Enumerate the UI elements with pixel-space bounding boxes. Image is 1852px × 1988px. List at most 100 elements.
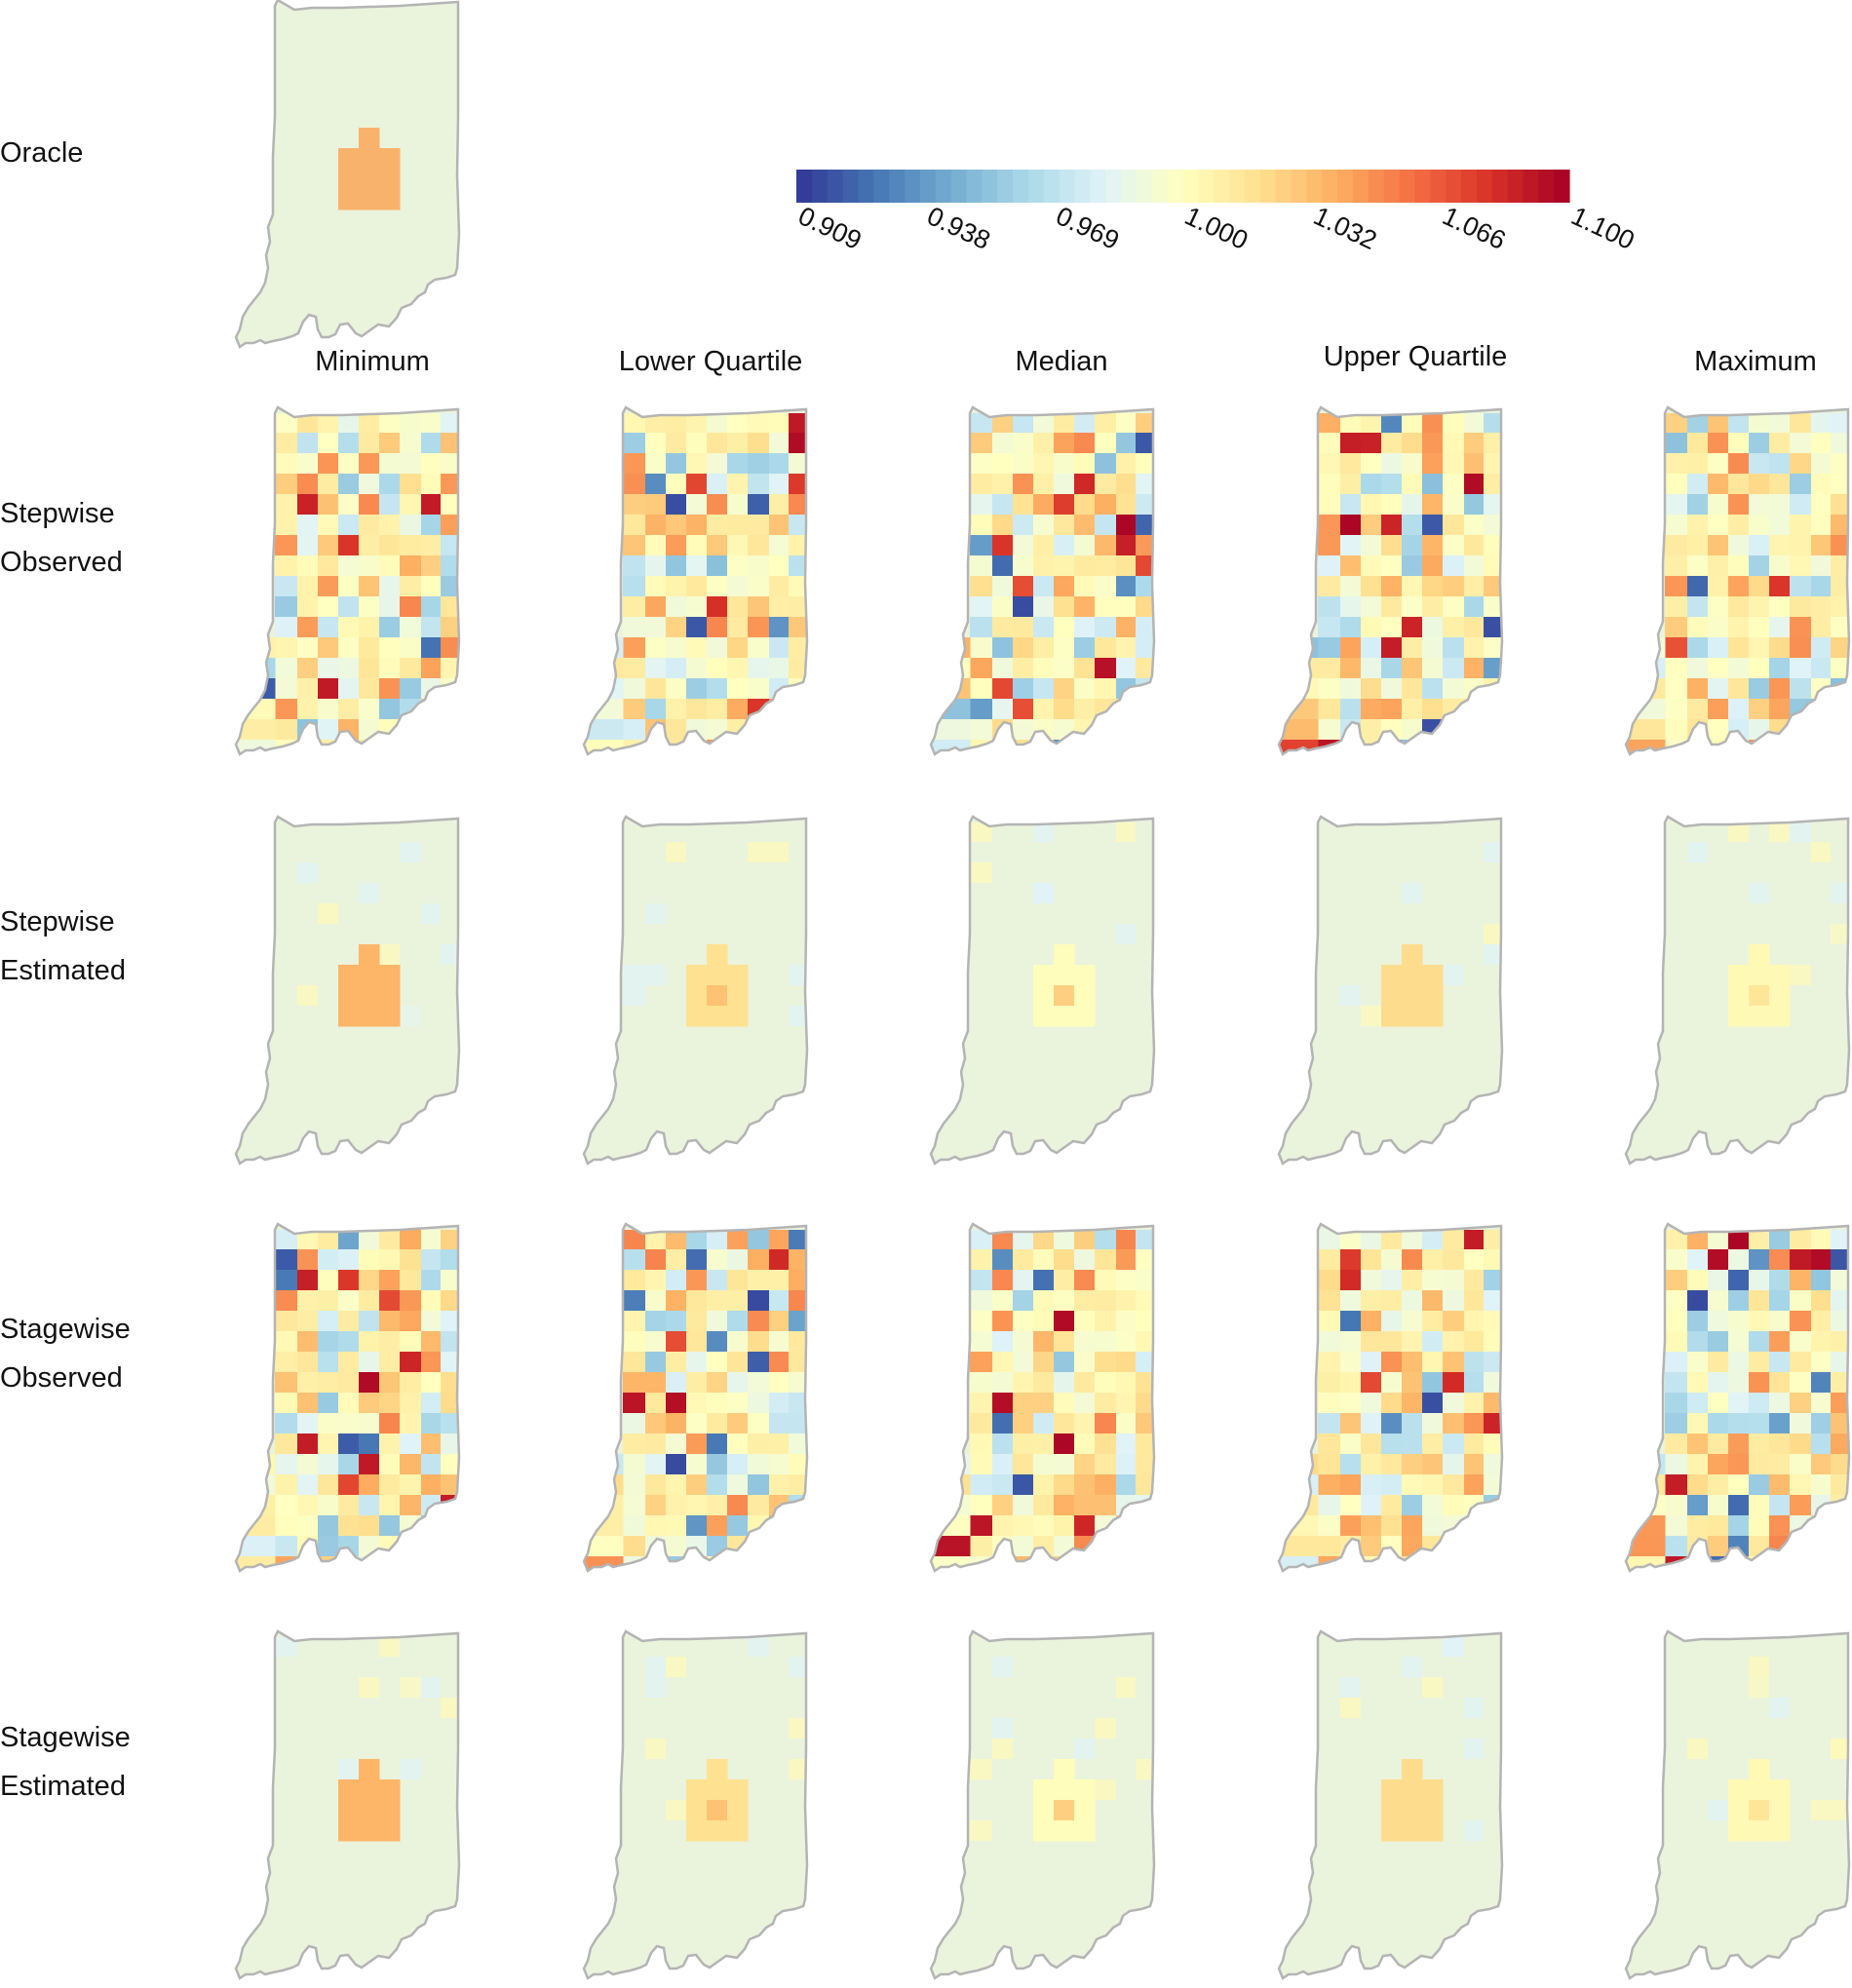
- county-cell: [992, 453, 1014, 475]
- county-cell: [318, 1495, 339, 1516]
- legend-swatch: [1059, 170, 1076, 203]
- county-cell: [1708, 1495, 1729, 1516]
- county-cell: [1054, 699, 1075, 720]
- county-cell: [1665, 678, 1688, 700]
- county-cell: [686, 1290, 708, 1312]
- county-cell: [1708, 678, 1729, 700]
- county-cell: [318, 1290, 339, 1312]
- county-cell: [1749, 596, 1770, 618]
- county-cell: [379, 189, 401, 210]
- county-cell: [338, 1331, 360, 1353]
- county-cell: [1116, 535, 1137, 556]
- county-cell: [1811, 515, 1832, 536]
- county-cell: [707, 678, 728, 700]
- county-cell: [1811, 1800, 1831, 1820]
- county-cell: [1484, 1331, 1502, 1353]
- county-cell: [359, 555, 380, 577]
- county-cell: [1687, 1331, 1709, 1353]
- county-cell: [1033, 1800, 1055, 1821]
- county-cell: [1361, 1311, 1382, 1332]
- county-cell: [421, 1372, 442, 1394]
- county-cell: [1074, 1556, 1096, 1571]
- county-cell: [1402, 1270, 1423, 1291]
- county-cell: [1013, 1536, 1034, 1557]
- county-cell: [421, 1536, 442, 1557]
- county-cell: [707, 1331, 728, 1353]
- map-stepwise-estimated-lower-quartile: [582, 815, 809, 1166]
- county-cell: [275, 576, 298, 597]
- column-label-median: Median: [1015, 346, 1108, 377]
- county-cell: [1708, 1800, 1728, 1820]
- county-cell: [931, 1536, 971, 1557]
- county-cell: [1116, 924, 1136, 944]
- county-cell: [1074, 1779, 1096, 1801]
- county-cell: [1381, 637, 1403, 659]
- county-cell: [1381, 1474, 1403, 1496]
- county-cell: [1749, 678, 1770, 700]
- county-cell: [1790, 1515, 1812, 1537]
- county-cell: [1136, 1556, 1154, 1571]
- county-cell: [1687, 699, 1709, 720]
- county-cell: [1665, 1230, 1688, 1250]
- legend-swatch: [1291, 170, 1307, 203]
- county-cell: [1116, 1677, 1136, 1698]
- legend-swatch: [1136, 170, 1153, 203]
- county-cell: [1422, 1800, 1444, 1821]
- county-cell: [992, 433, 1014, 454]
- county-cell: [400, 842, 421, 862]
- county-cell: [1749, 699, 1770, 720]
- county-cell: [421, 535, 442, 556]
- county-cell: [1749, 494, 1770, 516]
- county-cell: [359, 965, 380, 986]
- county-cell: [1443, 1331, 1465, 1353]
- county-cell: [1074, 678, 1096, 700]
- county-cell: [748, 474, 770, 495]
- county-cell: [1831, 658, 1849, 679]
- county-cell: [1074, 1290, 1096, 1312]
- county-cell: [1728, 617, 1750, 638]
- county-cell: [623, 1270, 646, 1291]
- county-cell: [1790, 453, 1812, 475]
- county-cell: [338, 699, 360, 720]
- county-cell: [1769, 1495, 1791, 1516]
- county-cell: [1665, 1536, 1688, 1557]
- county-cell: [789, 658, 807, 679]
- county-cell: [338, 985, 360, 1007]
- county-cell: [1665, 555, 1688, 577]
- county-cell: [1484, 617, 1502, 638]
- county-cell: [623, 1290, 646, 1312]
- county-cell: [666, 1290, 687, 1312]
- state-outline: [1277, 405, 1504, 756]
- county-cell: [1790, 494, 1812, 516]
- county-cell: [1361, 1230, 1382, 1250]
- county-cell: [666, 555, 687, 577]
- county-cell: [441, 1413, 459, 1434]
- county-cell: [1361, 719, 1382, 741]
- county-cell: [441, 617, 459, 638]
- county-cell: [789, 1331, 807, 1353]
- county-cell: [1116, 1270, 1137, 1291]
- county-cell: [1013, 1495, 1034, 1516]
- county-cell: [707, 535, 728, 556]
- county-cell: [666, 494, 687, 516]
- legend-swatch: [889, 170, 906, 203]
- county-cell: [1054, 1372, 1075, 1394]
- county-cell: [275, 1311, 298, 1332]
- county-cell: [1687, 842, 1708, 862]
- county-cell: [379, 515, 401, 536]
- county-cell: [789, 596, 807, 618]
- county-cell: [1831, 555, 1849, 577]
- county-cell: [748, 1270, 770, 1291]
- county-cell: [421, 1434, 442, 1455]
- county-cell: [1687, 576, 1709, 597]
- county-cell: [769, 433, 790, 454]
- county-cell: [359, 1230, 380, 1250]
- county-cell: [421, 637, 442, 659]
- county-cell: [1665, 1290, 1688, 1312]
- legend-swatch: [1460, 170, 1478, 203]
- county-cell: [359, 1006, 380, 1027]
- county-cell: [1422, 678, 1444, 700]
- county-cell: [1013, 433, 1034, 454]
- county-cell: [359, 1474, 380, 1496]
- county-cell: [1136, 1536, 1154, 1557]
